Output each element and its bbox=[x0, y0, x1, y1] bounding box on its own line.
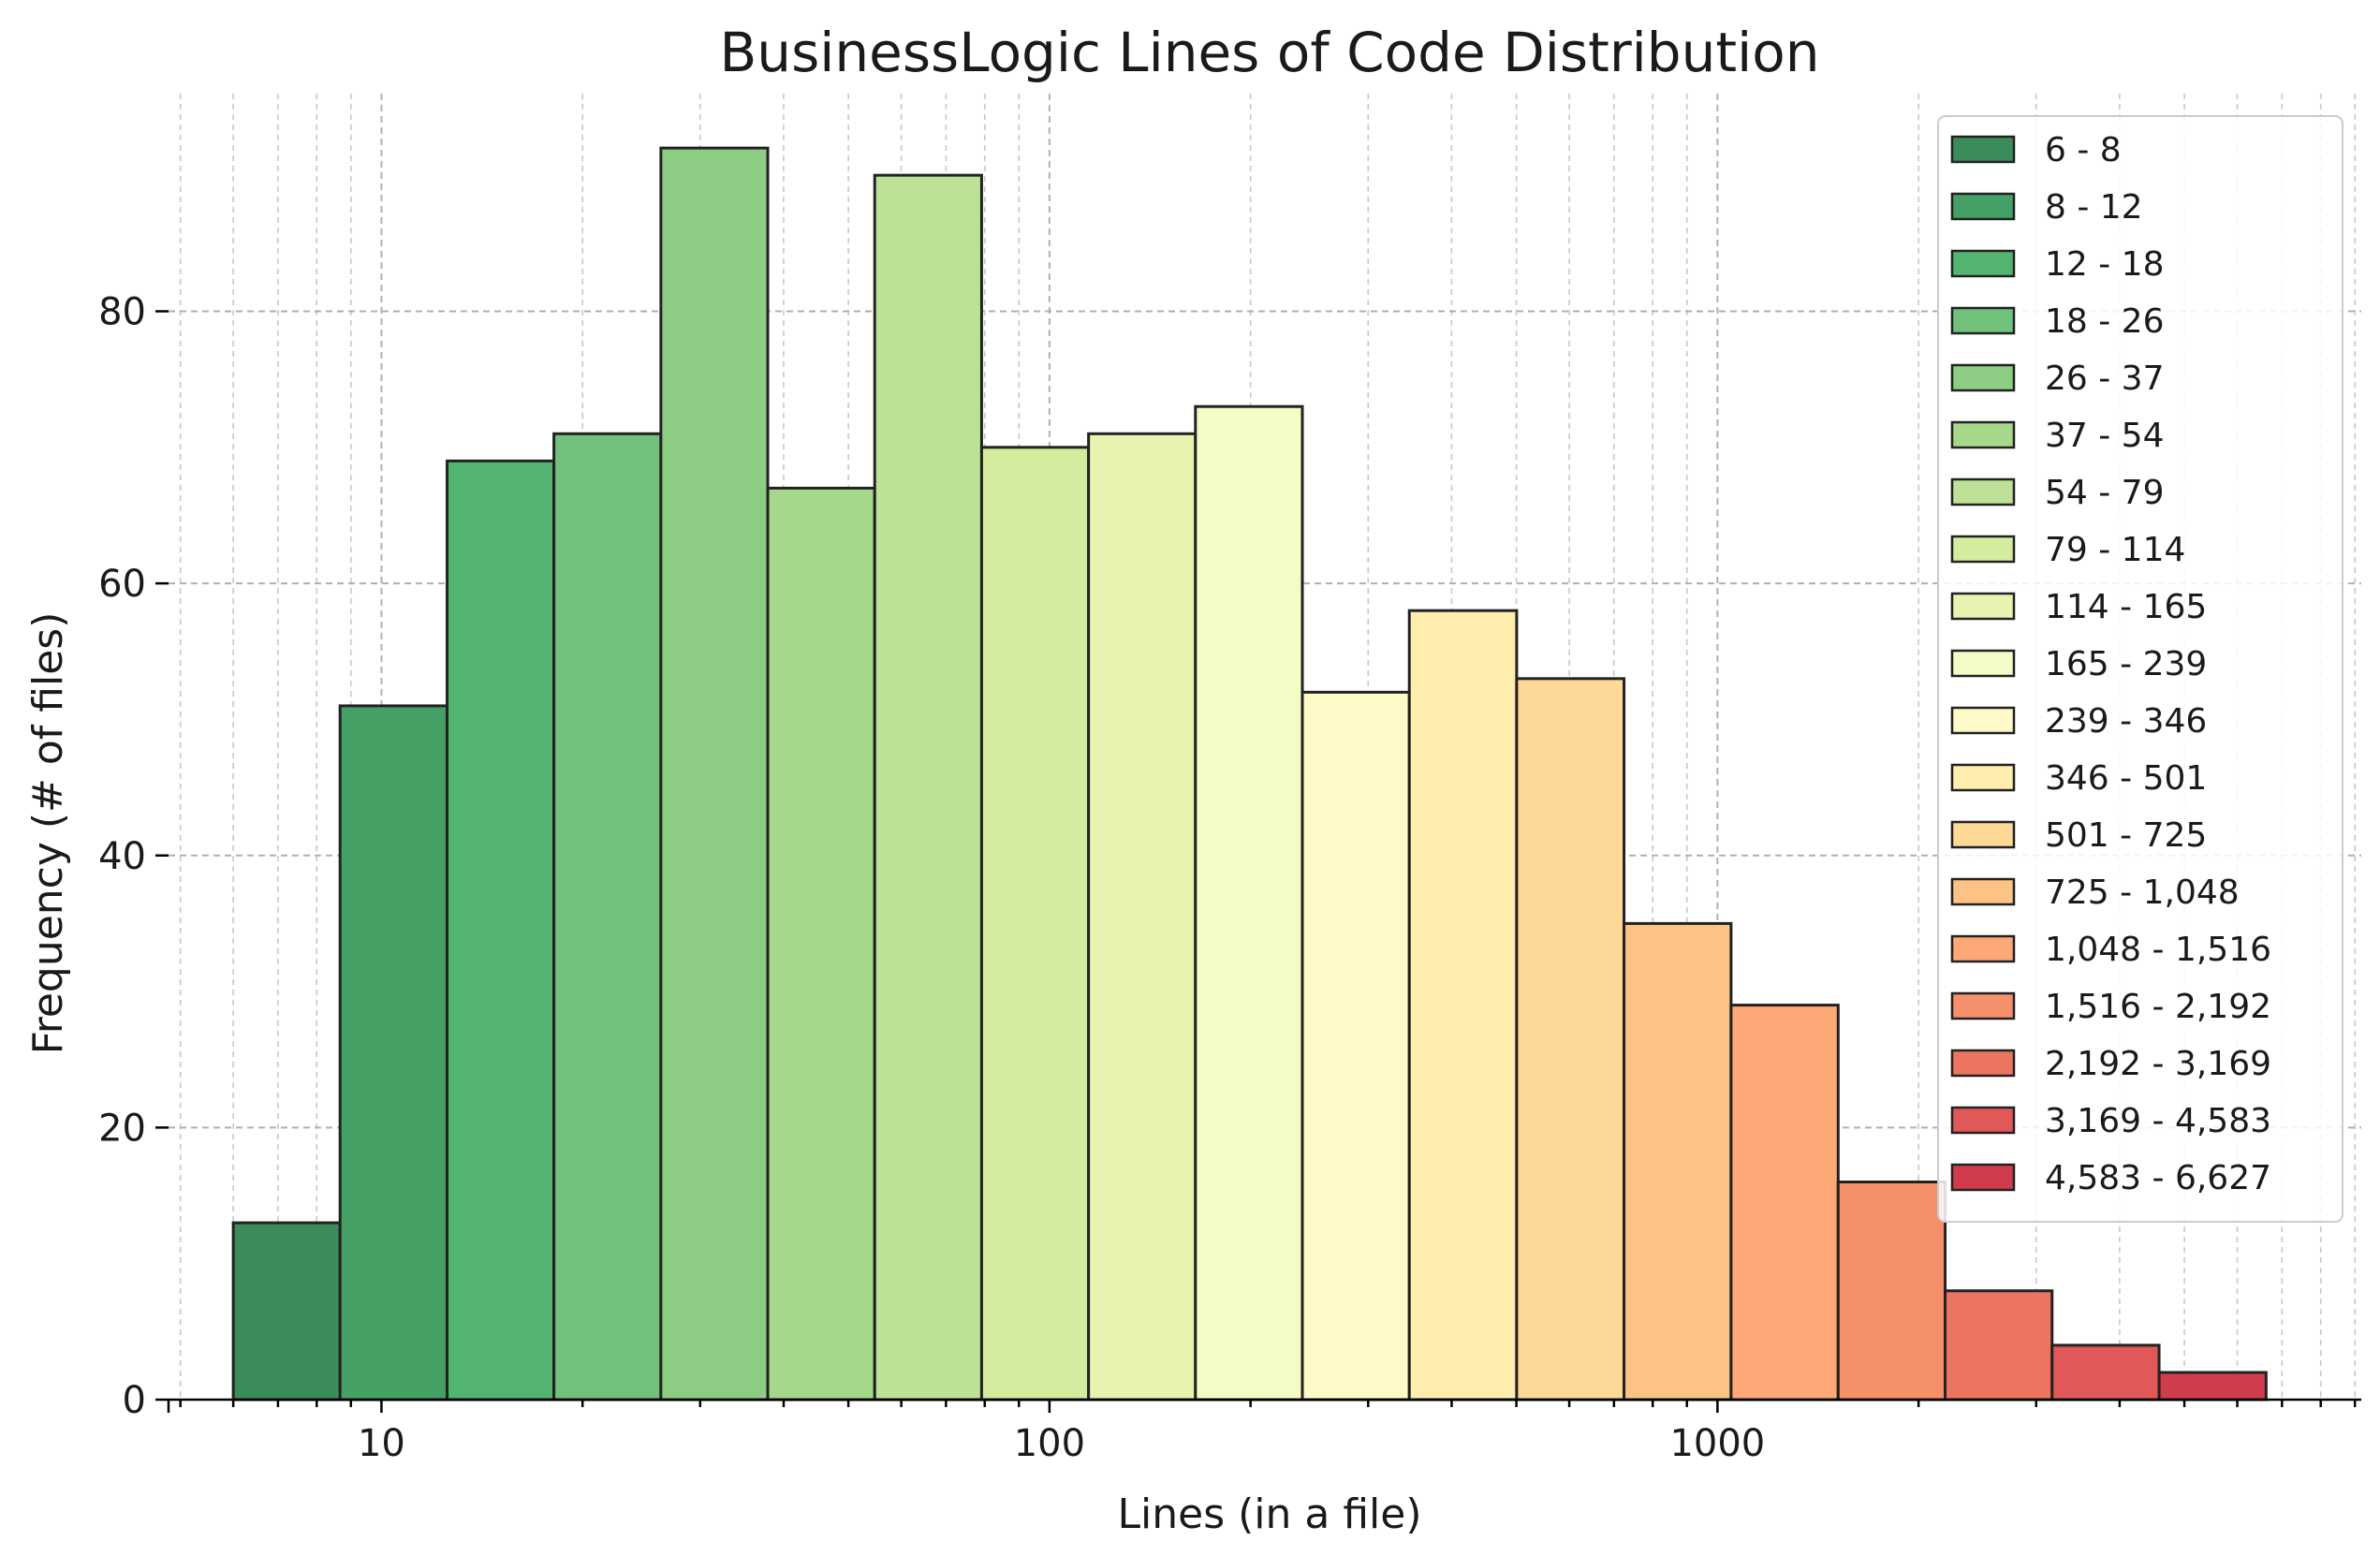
x-tick-label: 10 bbox=[358, 1422, 405, 1465]
legend-swatch bbox=[1950, 592, 2016, 621]
legend-swatch bbox=[1950, 135, 2016, 164]
legend-label: 2,192 - 3,169 bbox=[2045, 1045, 2271, 1083]
histogram-bar bbox=[1944, 1289, 2054, 1402]
legend-label: 6 - 8 bbox=[2045, 131, 2122, 169]
legend-swatch bbox=[1950, 820, 2016, 849]
legend-label: 3,169 - 4,583 bbox=[2045, 1102, 2271, 1140]
y-tick-label: 0 bbox=[123, 1379, 146, 1422]
legend-swatch bbox=[1950, 535, 2016, 564]
legend-swatch bbox=[1950, 306, 2016, 335]
histogram-bar bbox=[1836, 1181, 1947, 1402]
histogram-bar bbox=[1087, 432, 1197, 1402]
x-tick-label: 100 bbox=[1014, 1422, 1085, 1465]
legend-label: 165 - 239 bbox=[2045, 645, 2207, 683]
legend-swatch bbox=[1950, 1049, 2016, 1078]
histogram-bar bbox=[338, 704, 449, 1402]
histogram-bar bbox=[979, 446, 1091, 1402]
legend-swatch bbox=[1950, 991, 2016, 1020]
legend-swatch bbox=[1950, 649, 2016, 678]
legend-swatch bbox=[1950, 249, 2016, 278]
histogram-bar bbox=[873, 173, 983, 1402]
legend-label: 725 - 1,048 bbox=[2045, 873, 2240, 912]
legend-label: 346 - 501 bbox=[2045, 759, 2207, 798]
legend: 6 - 8 8 - 12 12 - 18 18 - 26 26 - 37 37 - 54 5… bbox=[1937, 115, 2343, 1223]
legend-swatch bbox=[1950, 420, 2016, 449]
histogram-bar bbox=[2157, 1371, 2268, 1402]
legend-swatch bbox=[1950, 706, 2016, 735]
legend-label: 37 - 54 bbox=[2045, 417, 2165, 455]
axes: 0 20 40 60 80 10 100 1000 bbox=[98, 291, 2361, 1465]
legend-label: 1,048 - 1,516 bbox=[2045, 931, 2271, 969]
histogram-bar bbox=[2050, 1343, 2161, 1402]
legend-label: 1,516 - 2,192 bbox=[2045, 988, 2271, 1026]
legend-label: 8 - 12 bbox=[2045, 188, 2143, 227]
y-axis-label: Frequency (# of files) bbox=[24, 612, 72, 1055]
legend-swatch bbox=[1950, 877, 2016, 906]
legend-label: 4,583 - 6,627 bbox=[2045, 1159, 2271, 1197]
x-axis-label: Lines (in a file) bbox=[1118, 1490, 1422, 1538]
legend-label: 26 - 37 bbox=[2045, 360, 2165, 398]
legend-swatch bbox=[1950, 763, 2016, 792]
legend-swatch bbox=[1950, 1163, 2016, 1192]
histogram-bar bbox=[1194, 404, 1304, 1402]
legend-label: 79 - 114 bbox=[2045, 531, 2185, 569]
legend-swatch bbox=[1950, 1106, 2016, 1135]
y-tick-label: 40 bbox=[98, 835, 146, 878]
chart-title: BusinessLogic Lines of Code Distribution bbox=[720, 21, 1820, 84]
legend-swatch bbox=[1950, 477, 2016, 506]
histogram-bar bbox=[1300, 690, 1411, 1402]
y-tick-label: 60 bbox=[98, 563, 146, 606]
legend-label: 18 - 26 bbox=[2045, 302, 2165, 341]
histogram-bar bbox=[659, 146, 770, 1402]
y-tick-label: 80 bbox=[98, 291, 146, 334]
bars bbox=[231, 146, 2268, 1402]
legend-label: 54 - 79 bbox=[2045, 474, 2165, 512]
legend-label: 239 - 346 bbox=[2045, 702, 2207, 741]
legend-label: 501 - 725 bbox=[2045, 816, 2207, 855]
legend-label: 12 - 18 bbox=[2045, 245, 2165, 284]
legend-box bbox=[1937, 115, 2343, 1223]
histogram-bar bbox=[1729, 1004, 1840, 1402]
histogram-bar bbox=[766, 486, 876, 1402]
histogram-bar bbox=[1407, 609, 1519, 1402]
legend-swatch bbox=[1950, 934, 2016, 963]
legend-swatch bbox=[1950, 192, 2016, 221]
histogram-bar bbox=[552, 432, 663, 1402]
legend-swatch bbox=[1950, 363, 2016, 392]
y-tick-label: 20 bbox=[98, 1107, 146, 1150]
histogram-bar bbox=[1515, 677, 1626, 1402]
legend-label: 114 - 165 bbox=[2045, 588, 2207, 626]
histogram-bar bbox=[446, 459, 556, 1402]
histogram-bar bbox=[231, 1221, 342, 1402]
histogram-bar bbox=[1623, 921, 1733, 1402]
x-tick-label: 1000 bbox=[1669, 1422, 1765, 1465]
